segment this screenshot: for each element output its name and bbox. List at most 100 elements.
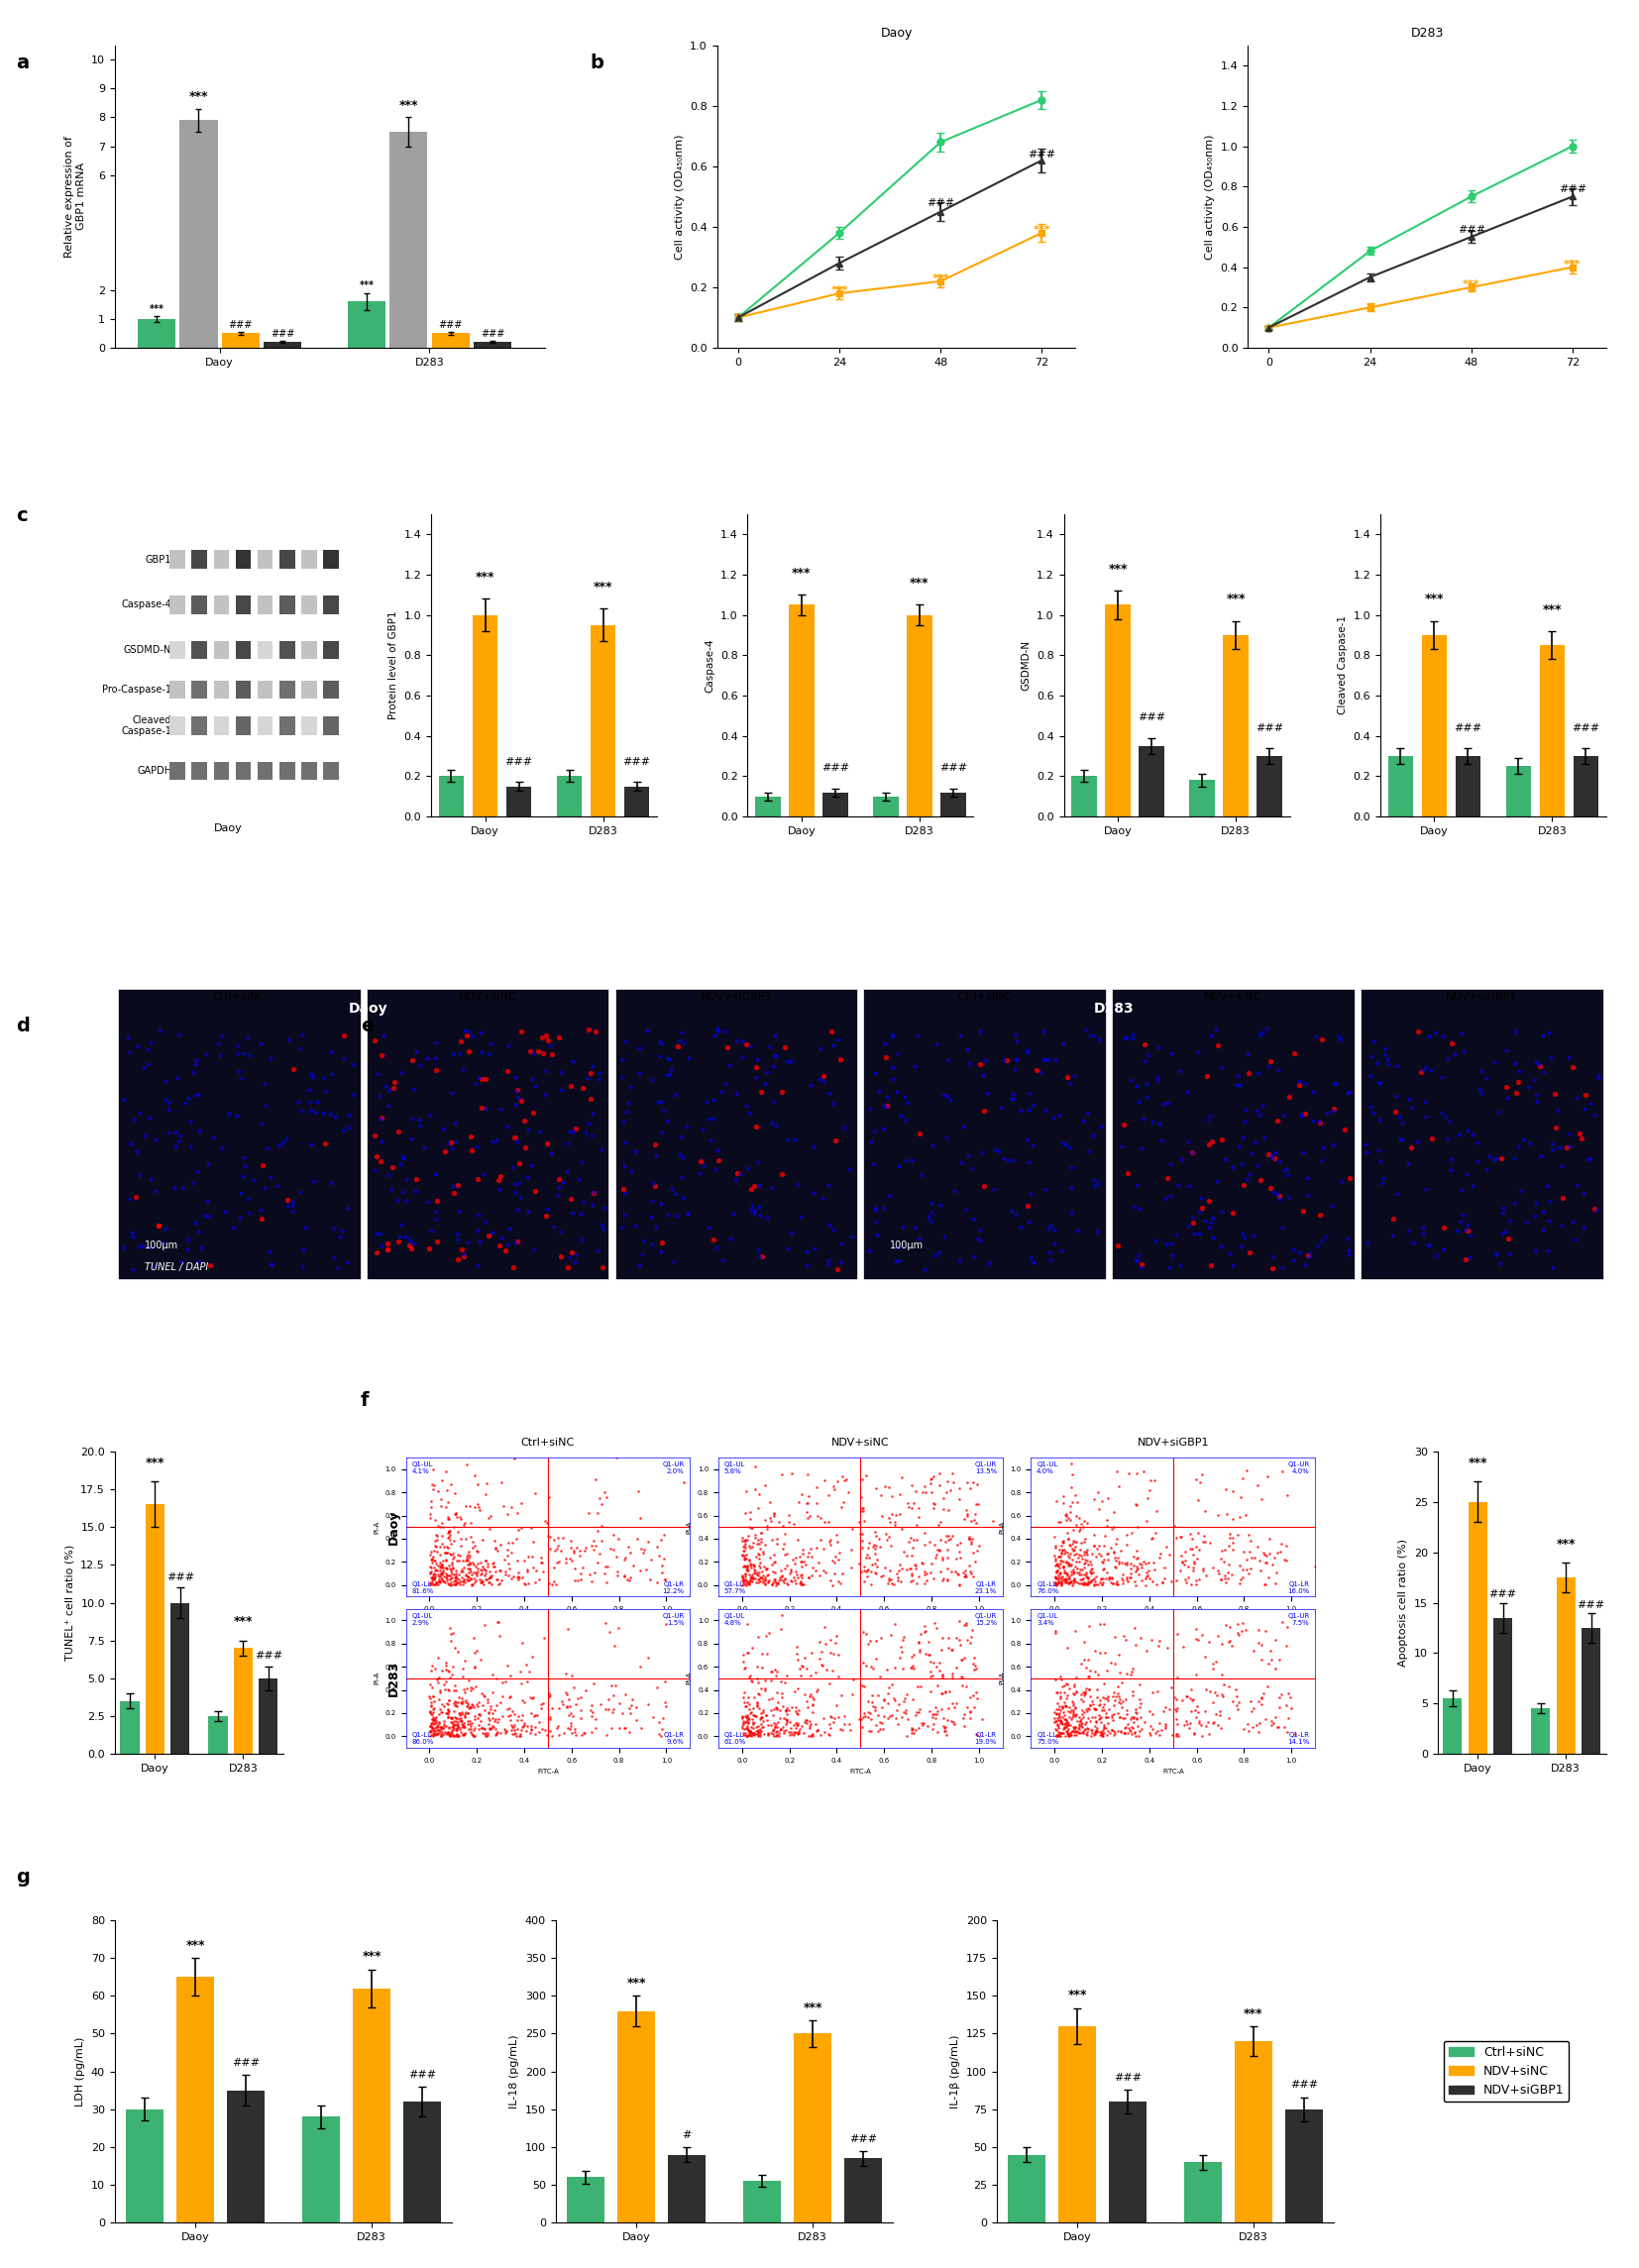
Text: ###: ### bbox=[1290, 2080, 1318, 2091]
Bar bbox=[1531, 1708, 1550, 1753]
Text: ***: *** bbox=[1067, 1989, 1087, 2003]
Bar bbox=[1582, 1628, 1601, 1753]
Text: GBP1: GBP1 bbox=[146, 553, 172, 565]
Bar bbox=[1493, 1617, 1513, 1753]
Point bbox=[1039, 308, 1065, 345]
Point bbox=[1247, 576, 1274, 612]
Bar bbox=[347, 302, 385, 347]
Text: ***: *** bbox=[831, 286, 847, 295]
Bar bbox=[1469, 1501, 1487, 1753]
Text: Ctrl+siNC: Ctrl+siNC bbox=[521, 1438, 575, 1447]
Bar bbox=[226, 2091, 264, 2223]
Text: ***: *** bbox=[185, 1939, 205, 1953]
Y-axis label: Protein level of GBP1: Protein level of GBP1 bbox=[388, 610, 398, 719]
Point bbox=[1015, 676, 1041, 712]
Text: NDV+siNC: NDV+siNC bbox=[459, 991, 516, 1002]
Text: ###: ### bbox=[849, 2134, 877, 2143]
Text: ***: *** bbox=[398, 100, 418, 111]
Bar bbox=[177, 1978, 215, 2223]
Y-axis label: Apoptosis cell ratio (%): Apoptosis cell ratio (%) bbox=[1398, 1538, 1408, 1667]
Bar bbox=[431, 333, 469, 347]
Point bbox=[1170, 152, 1196, 188]
Text: NDV+siGBP1: NDV+siGBP1 bbox=[700, 991, 772, 1002]
Text: Daoy: Daoy bbox=[349, 1002, 388, 1016]
Point bbox=[1606, 624, 1632, 660]
Text: NDV+siNC: NDV+siNC bbox=[1205, 991, 1262, 1002]
Legend: Ctrl+siNC, Ctrl+siGBP1, NDV+siNC, NDV+siGBP1: Ctrl+siNC, Ctrl+siGBP1, NDV+siNC, NDV+si… bbox=[834, 156, 959, 236]
Bar bbox=[788, 606, 815, 816]
Point bbox=[1508, 792, 1534, 828]
Text: TUNEL / DAPI: TUNEL / DAPI bbox=[144, 1263, 208, 1272]
Bar bbox=[126, 2109, 164, 2223]
Bar bbox=[302, 2116, 341, 2223]
Y-axis label: LDH (pg/mL): LDH (pg/mL) bbox=[75, 2037, 85, 2107]
Text: #: # bbox=[682, 2130, 692, 2141]
Text: ###: ### bbox=[166, 1572, 193, 1583]
Bar bbox=[1506, 767, 1531, 816]
Text: ###: ### bbox=[408, 2071, 436, 2080]
Text: GSDMD-N: GSDMD-N bbox=[125, 644, 172, 655]
Bar bbox=[1108, 2102, 1146, 2223]
Point bbox=[982, 331, 1008, 367]
Bar bbox=[1388, 755, 1413, 816]
Text: ###: ### bbox=[623, 758, 651, 767]
Text: ###: ### bbox=[231, 2059, 259, 2068]
Bar bbox=[823, 792, 847, 816]
Point bbox=[1596, 79, 1623, 116]
Bar bbox=[793, 2034, 831, 2223]
Text: ***: *** bbox=[1469, 1456, 1488, 1470]
Text: ***: *** bbox=[593, 581, 613, 594]
Y-axis label: Cleaved Caspase-1: Cleaved Caspase-1 bbox=[1337, 615, 1347, 714]
Text: ***: *** bbox=[626, 1978, 646, 1989]
Title: Daoy: Daoy bbox=[880, 27, 913, 41]
Text: ***: *** bbox=[1226, 592, 1246, 606]
Bar bbox=[844, 2159, 882, 2223]
Text: ###: ### bbox=[480, 329, 505, 338]
Text: ###: ### bbox=[505, 758, 533, 767]
Bar bbox=[667, 2155, 705, 2223]
Text: ###: ### bbox=[228, 320, 252, 329]
Bar bbox=[264, 342, 302, 347]
Bar bbox=[1455, 755, 1480, 816]
Text: ***: *** bbox=[1033, 225, 1051, 236]
Bar bbox=[590, 626, 616, 816]
Text: ***: *** bbox=[1542, 603, 1562, 617]
Text: NDV+siGBP1: NDV+siGBP1 bbox=[1137, 1438, 1210, 1447]
Bar bbox=[756, 796, 780, 816]
Text: ***: *** bbox=[475, 572, 495, 583]
Text: ###: ### bbox=[1255, 723, 1283, 733]
Point bbox=[1554, 186, 1580, 222]
Bar bbox=[1190, 780, 1214, 816]
Bar bbox=[472, 615, 498, 816]
Text: ***: *** bbox=[1424, 592, 1444, 606]
Text: 100μm: 100μm bbox=[144, 1241, 179, 1252]
Text: ***: *** bbox=[792, 567, 811, 581]
Text: D283: D283 bbox=[387, 1660, 400, 1696]
Point bbox=[1214, 263, 1241, 299]
Text: ***: *** bbox=[362, 1950, 382, 1964]
Y-axis label: Relative expression of
GBP1 mRNA: Relative expression of GBP1 mRNA bbox=[64, 136, 85, 259]
Bar bbox=[208, 1717, 228, 1753]
Bar bbox=[557, 776, 582, 816]
Point bbox=[928, 773, 954, 810]
Bar bbox=[1539, 644, 1565, 816]
Text: ###: ### bbox=[1457, 225, 1485, 236]
Bar bbox=[906, 615, 933, 816]
Text: ###: ### bbox=[926, 197, 954, 209]
Bar bbox=[259, 1678, 279, 1753]
Point bbox=[1078, 764, 1105, 801]
Bar bbox=[1442, 1699, 1462, 1753]
Bar bbox=[146, 1504, 164, 1753]
Bar bbox=[170, 1603, 190, 1753]
Text: ###: ### bbox=[1454, 723, 1482, 733]
Bar bbox=[1185, 2161, 1223, 2223]
Text: ***: *** bbox=[188, 91, 208, 102]
Text: Pro-Caspase-1: Pro-Caspase-1 bbox=[102, 685, 172, 694]
Point bbox=[1247, 578, 1274, 615]
Text: ***: *** bbox=[359, 281, 374, 290]
Text: ***: *** bbox=[933, 274, 949, 284]
Text: Ctrl+siNC: Ctrl+siNC bbox=[211, 991, 266, 1002]
Text: ***: *** bbox=[149, 304, 164, 313]
Text: Ctrl+siNC: Ctrl+siNC bbox=[957, 991, 1011, 1002]
Text: ***: *** bbox=[1462, 279, 1480, 290]
